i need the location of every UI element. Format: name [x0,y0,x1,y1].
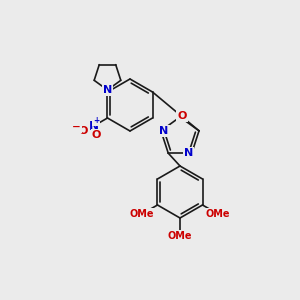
Text: OMe: OMe [168,231,192,241]
Text: +: + [93,116,99,125]
Text: N: N [159,126,169,136]
Text: OMe: OMe [206,209,230,219]
Text: −: − [72,122,81,132]
Text: O: O [79,126,88,136]
Text: O: O [177,111,187,121]
Text: OMe: OMe [130,209,154,219]
Text: N: N [103,85,112,95]
Text: N: N [184,148,194,158]
Text: N: N [88,119,99,133]
Text: O: O [92,130,101,140]
